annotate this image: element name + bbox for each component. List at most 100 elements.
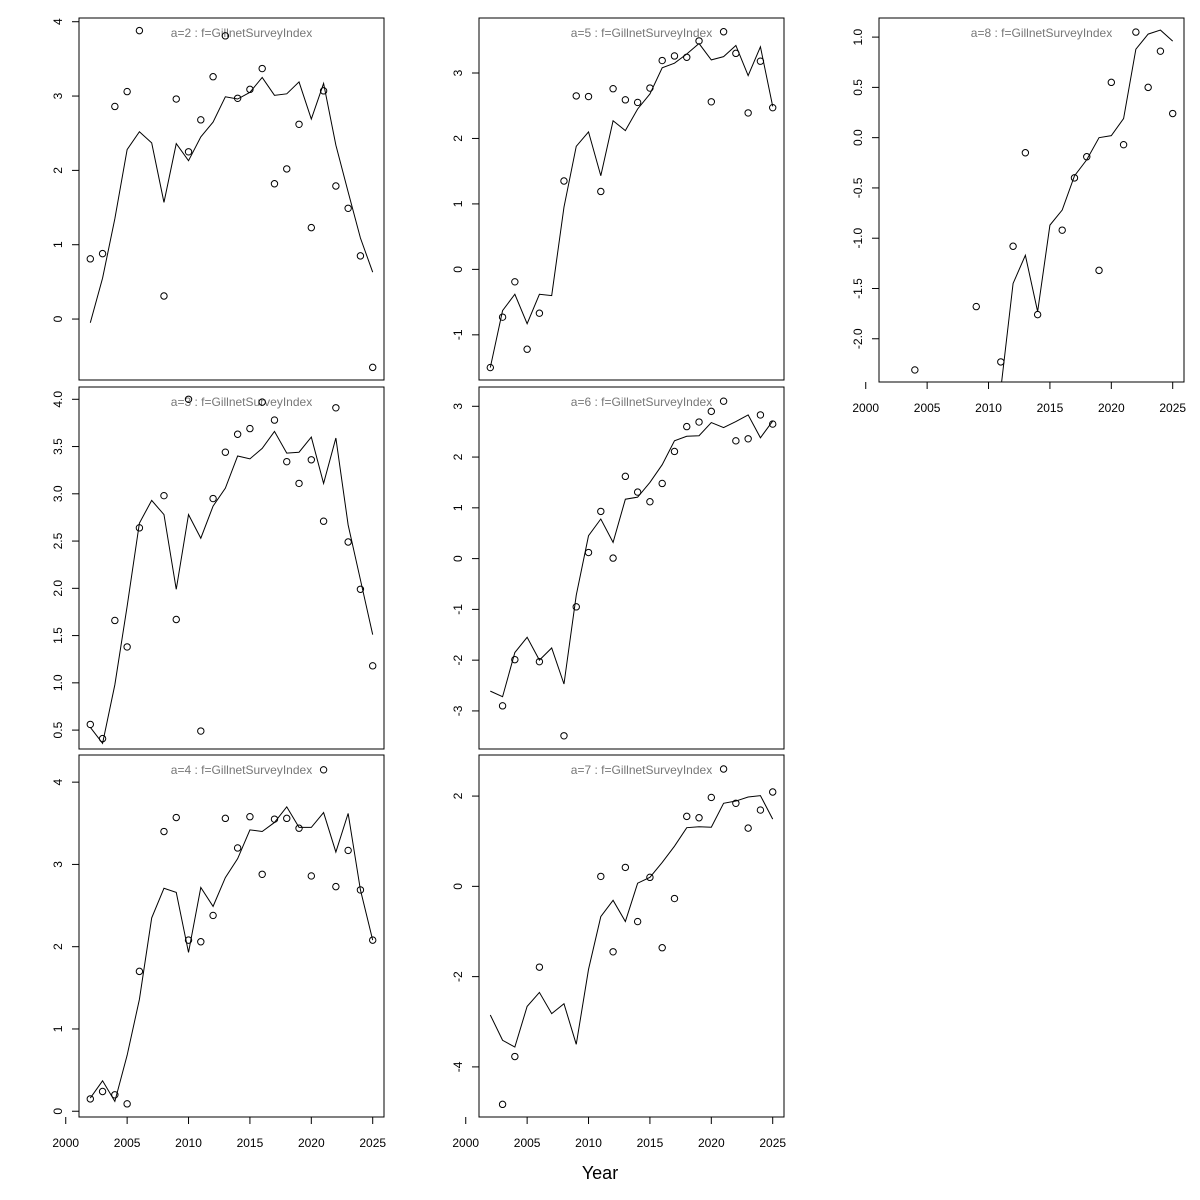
observed-point (584, 92, 593, 101)
y-tick-label: 3 (451, 69, 465, 76)
observed-point (911, 366, 919, 374)
panel-title: a=5 : f=GillnetSurveyIndex (571, 26, 712, 40)
observed-point (332, 404, 340, 412)
observed-point (356, 585, 365, 593)
panel: a=6 : f=GillnetSurveyIndex -3 -2 -1 0 1 2 3 (451, 386, 785, 750)
y-tick-label: 1.0 (851, 28, 865, 45)
observed-point (123, 1100, 131, 1108)
observed-point (498, 702, 507, 710)
observed-point (1107, 78, 1116, 87)
observed-point (86, 1095, 94, 1103)
y-tick-label: -1 (451, 329, 465, 340)
observed-point (683, 812, 691, 821)
observed-point (719, 397, 728, 405)
observed-point (1033, 310, 1042, 319)
observed-point (621, 863, 630, 872)
observed-point (258, 398, 266, 406)
observed-point (1132, 28, 1140, 36)
observed-point (997, 358, 1005, 366)
plot-area (911, 28, 1177, 382)
observed-point (658, 944, 666, 952)
observed-point (621, 472, 630, 481)
observed-point (511, 1052, 519, 1061)
x-tick-label: 2000 (852, 401, 879, 415)
y-tick-label: 3 (51, 861, 65, 868)
x-tick-label: 2010 (575, 1136, 602, 1150)
observed-point (633, 488, 642, 496)
y-tick-label: 4 (51, 778, 65, 785)
x-tick-label: 2015 (237, 1136, 264, 1150)
y-tick-label: 1 (51, 241, 65, 248)
observed-point (111, 1091, 119, 1099)
observed-point (646, 873, 654, 882)
y-tick-label: 0 (451, 883, 465, 890)
observed-point (584, 548, 593, 557)
y-tick-label: 0.5 (51, 721, 65, 738)
x-tick-label: 2000 (452, 1136, 479, 1150)
observed-point (670, 894, 679, 903)
y-tick-label: 1.5 (51, 627, 65, 644)
observed-point (233, 430, 242, 438)
observed-point (209, 911, 217, 920)
y-tick-label: 2 (51, 943, 65, 950)
observed-point (197, 938, 205, 946)
observed-point (307, 223, 316, 232)
y-tick-label: -2.0 (851, 328, 865, 349)
plot-area (486, 28, 777, 372)
observed-point (756, 411, 765, 419)
observed-point (732, 799, 740, 807)
observed-point (486, 363, 494, 372)
panel-title: a=2 : f=GillnetSurveyIndex (171, 26, 312, 40)
observed-point (197, 727, 205, 735)
panel: a=5 : f=GillnetSurveyIndex -1 0 1 2 3 (451, 17, 785, 381)
y-tick-label: 0 (451, 266, 465, 273)
plot-area (86, 26, 377, 372)
observed-point (707, 98, 716, 106)
observed-point (511, 655, 519, 664)
observed-point (670, 447, 679, 456)
observed-point (160, 827, 168, 836)
observed-point (609, 554, 617, 562)
fitted-line (489, 42, 774, 368)
panel-title: a=7 : f=GillnetSurveyIndex (571, 763, 712, 777)
observed-point (135, 26, 144, 35)
x-axis-label: Year (582, 1163, 618, 1183)
y-tick-label: 0.0 (851, 129, 865, 146)
y-tick-label: 1.0 (51, 674, 65, 691)
observed-point (535, 309, 544, 317)
observed-point (258, 64, 266, 73)
y-tick-label: 1 (51, 1025, 65, 1032)
x-tick-label: 2020 (1098, 401, 1125, 415)
observed-point (86, 255, 94, 263)
observed-point (258, 870, 266, 878)
observed-point (769, 420, 777, 428)
observed-point (319, 766, 328, 774)
x-tick-label: 2020 (698, 1136, 725, 1150)
observed-point (319, 87, 328, 95)
observed-point (658, 479, 666, 488)
observed-point (184, 395, 193, 403)
plot-frame (478, 754, 785, 1118)
observed-point (184, 936, 193, 944)
observed-point (270, 416, 279, 424)
observed-point (111, 102, 119, 111)
x-tick-label: 2020 (298, 1136, 325, 1150)
observed-point (744, 109, 752, 117)
plot-frame (478, 386, 785, 750)
observed-point (356, 252, 365, 260)
observed-point (707, 407, 716, 416)
observed-point (319, 517, 328, 525)
fitted-line (89, 430, 374, 745)
fitted-line (489, 795, 774, 1048)
y-tick-label: 2.0 (51, 580, 65, 597)
observed-point (209, 73, 217, 81)
panel: a=2 : f=GillnetSurveyIndex 0 1 2 3 4 (51, 17, 385, 381)
x-tick-label: 2025 (359, 1136, 386, 1150)
y-tick-label: -2 (451, 971, 465, 982)
plot-area (86, 766, 377, 1108)
observed-point (295, 479, 303, 488)
observed-point (135, 967, 144, 976)
observed-point (209, 494, 217, 503)
observed-point (744, 435, 752, 443)
observed-point (295, 120, 303, 128)
